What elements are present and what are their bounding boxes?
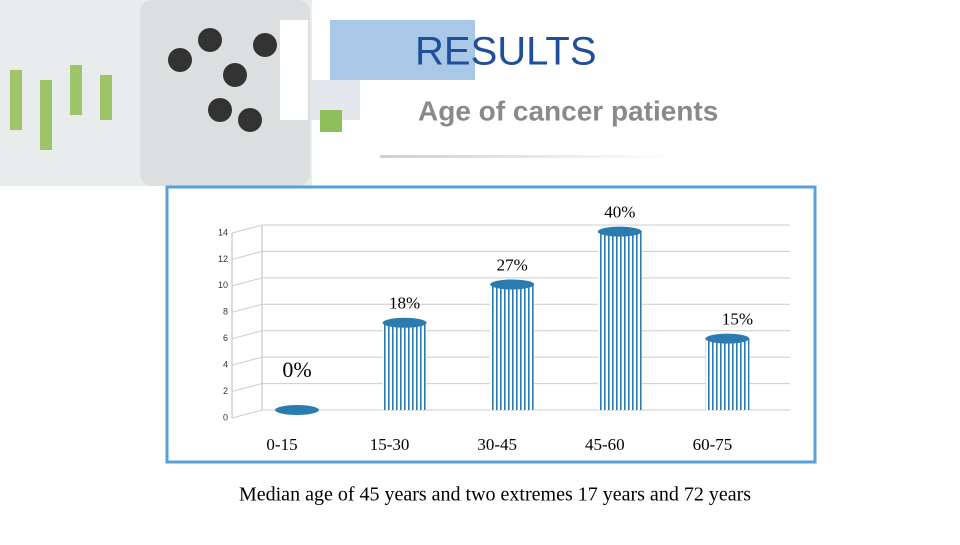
deco-block — [320, 110, 342, 132]
bar — [597, 231, 642, 410]
x-tick-label: 60-75 — [693, 435, 733, 454]
y-tick-label: 6 — [223, 333, 228, 343]
bar-top — [275, 405, 319, 415]
x-tick-label: 30-45 — [477, 435, 517, 454]
x-tick-label: 15-30 — [370, 435, 410, 454]
value-annotation: 0% — [282, 357, 311, 382]
value-annotation: 15% — [722, 310, 753, 329]
value-annotation: 27% — [497, 255, 528, 274]
divider — [380, 155, 680, 158]
bar-top — [597, 226, 642, 237]
bar — [382, 322, 427, 410]
x-tick-label: 45-60 — [585, 435, 625, 454]
caption: Median age of 45 years and two extremes … — [239, 484, 751, 506]
y-tick-label: 2 — [223, 386, 228, 396]
deco-block — [330, 20, 475, 80]
grid-line — [231, 224, 790, 234]
value-annotation: 18% — [389, 294, 420, 313]
plot: 0 2 4 6 8 10 12 14 0% 0-15 18% 15-30 27% 30-45 40% 45-6… — [218, 203, 790, 454]
x-tick-label: 0-15 — [266, 435, 297, 454]
y-tick-label: 14 — [218, 227, 228, 237]
y-tick-label: 4 — [223, 360, 228, 370]
y-tick-label: 0 — [223, 412, 228, 422]
bar-top — [705, 333, 750, 344]
bar-top — [382, 317, 427, 328]
value-annotation: 40% — [604, 203, 635, 222]
bar — [705, 338, 750, 410]
background-photo — [0, 0, 312, 186]
y-tick-label: 8 — [223, 307, 228, 317]
y-tick-label: 10 — [218, 280, 228, 290]
bar — [490, 284, 535, 410]
y-tick-label: 12 — [218, 254, 228, 264]
slide-subtitle: Age of cancer patients — [418, 95, 718, 126]
bar-top — [490, 279, 535, 290]
slide-title: RESULTS — [415, 30, 597, 74]
